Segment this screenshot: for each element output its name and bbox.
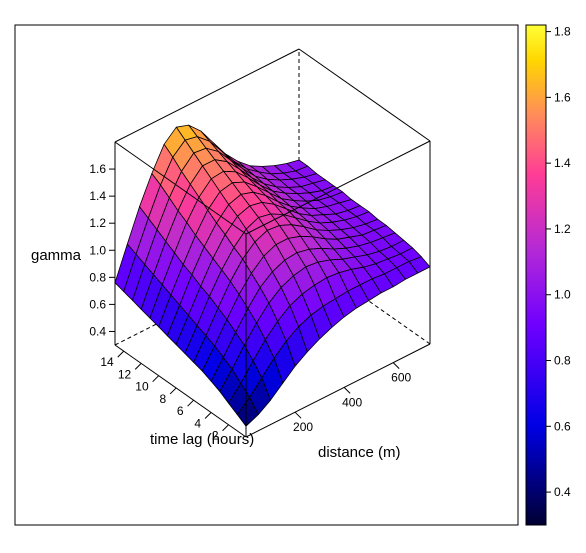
- y-tick-label: 8: [159, 392, 166, 406]
- x-tick: [295, 412, 301, 418]
- z-tick-label: 1.6: [89, 162, 106, 176]
- box-edge: [115, 49, 299, 142]
- z-tick-label: 0.4: [89, 324, 106, 338]
- y-tick-label: 6: [177, 404, 184, 418]
- x-tick-label: 400: [342, 395, 362, 409]
- colorbar-tick-label: 0.4: [554, 485, 571, 499]
- y-tick: [118, 351, 124, 357]
- box-edge: [299, 49, 430, 141]
- colorbar: 0.4 0.6 0.8 1.0 1.2 1.4 1.6 1.8: [526, 25, 571, 525]
- z-tick-label: 1.0: [89, 243, 106, 257]
- colorbar-tick-label: 0.8: [554, 354, 571, 368]
- x-tick-label: 600: [391, 371, 411, 385]
- y-axis-title: time lag (hours): [150, 431, 254, 448]
- colorbar-tick-label: 1.6: [554, 90, 571, 104]
- colorbar-tick-label: 1.2: [554, 222, 571, 236]
- y-tick-label: 4: [194, 416, 201, 430]
- surface-mesh: [115, 125, 430, 426]
- z-tick-label: 1.2: [89, 216, 106, 230]
- z-axis-title: gamma: [31, 247, 82, 264]
- colorbar-tick-label: 1.8: [554, 25, 571, 39]
- y-tick: [135, 363, 141, 369]
- z-tick-label: 0.8: [89, 270, 106, 284]
- x-tick-label: 200: [293, 420, 313, 434]
- x-tick: [393, 363, 399, 369]
- colorbar-tick-label: 1.4: [554, 156, 571, 170]
- x-tick: [344, 387, 350, 393]
- y-tick: [223, 425, 229, 431]
- x-axis-title: distance (m): [318, 444, 401, 461]
- colorbar-tick-label: 0.6: [554, 419, 571, 433]
- y-tick: [188, 400, 194, 406]
- y-tick: [170, 388, 176, 394]
- y-tick: [205, 412, 211, 418]
- colorbar-tick-label: 1.0: [554, 288, 571, 302]
- z-tick-label: 0.6: [89, 297, 106, 311]
- colorbar-gradient: [526, 25, 546, 525]
- z-tick-label: 1.4: [89, 189, 106, 203]
- y-tick: [153, 376, 159, 382]
- y-tick-label: 12: [118, 367, 132, 381]
- colorbar-ticks: 0.4 0.6 0.8 1.0 1.2 1.4 1.6 1.8: [546, 25, 571, 500]
- y-tick-label: 14: [100, 355, 114, 369]
- y-tick-label: 10: [135, 380, 149, 394]
